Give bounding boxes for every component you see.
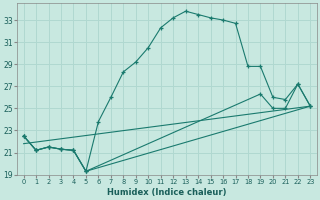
X-axis label: Humidex (Indice chaleur): Humidex (Indice chaleur) [107,188,227,197]
